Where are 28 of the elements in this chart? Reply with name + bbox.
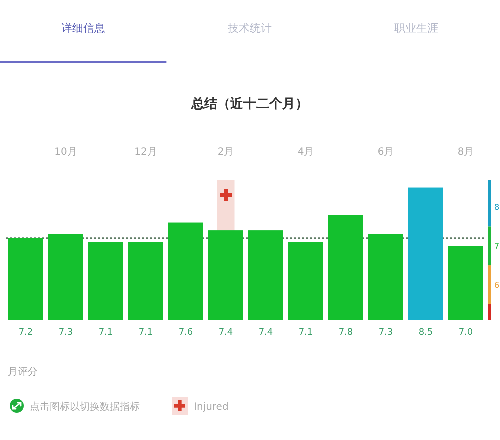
data-label: 7.1 (98, 328, 114, 338)
y-tick-label: 7 (494, 242, 500, 252)
data-label: 7.4 (258, 328, 274, 338)
chart-title: 总结（近十二个月） (190, 96, 308, 112)
data-label: 7.3 (378, 328, 394, 338)
y-tick-label: 6 (494, 281, 500, 290)
data-label: 8.5 (418, 328, 434, 338)
text: 详细信息 (61, 22, 106, 35)
x-tick-label: 4月 (298, 147, 314, 158)
x-tick-label: 10月 (54, 147, 78, 158)
x-tick-label: 12月 (134, 147, 158, 158)
x-tick-label: 8月 (458, 147, 474, 158)
text: 职业生涯 (394, 22, 439, 35)
data-label: 7.0 (458, 328, 474, 338)
data-label: 7.3 (58, 328, 74, 338)
text: 点击图标以切换数据指标 (30, 401, 140, 413)
data-label: 7.1 (298, 328, 314, 338)
legend-label: Injured (194, 402, 229, 413)
x-tick-label: 2月 (218, 147, 234, 158)
data-label: 7.8 (338, 328, 354, 338)
y-tick-label: 8 (494, 203, 500, 212)
data-label: 7.6 (178, 328, 194, 338)
x-tick-label: 6月 (378, 147, 394, 158)
text: 技术统计 (227, 22, 272, 35)
data-label: 7.2 (18, 328, 34, 338)
data-label: 7.4 (218, 328, 234, 338)
legend-title: 月评分 (8, 366, 38, 378)
data-label: 7.1 (138, 328, 154, 338)
